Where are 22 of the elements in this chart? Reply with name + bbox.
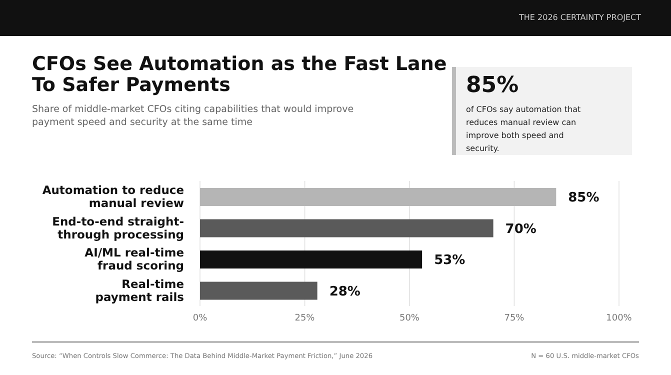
data-label: 53%	[434, 253, 466, 268]
text: of CFOs say automation that reduces manual review can improve both speed and security.	[466, 104, 582, 155]
y-tick-label: Automation to reduce manual review	[42, 183, 184, 210]
bar	[200, 188, 556, 206]
x-tick-label: 50%	[399, 313, 420, 324]
data-label: 70%	[505, 222, 536, 237]
y-tick-label: Real-time payment rails	[95, 276, 184, 304]
bar	[200, 219, 494, 238]
bar	[200, 250, 422, 268]
chart-title: CFOs See Automation as the Fast Lane To Safer Payments	[32, 53, 448, 96]
x-tick-label: 75%	[504, 313, 525, 324]
y-tick-label: End-to-end straight- through processing	[52, 214, 184, 242]
data-label: 28%	[329, 284, 360, 300]
data-label: 85%	[568, 190, 600, 206]
text: THE 2026 CERTAINTY PROJECT	[519, 13, 641, 22]
text: 85%	[466, 73, 519, 98]
chart-subtitle: Share of middle-market CFOs citing capabilities that would improve payment speed and security at the same time	[32, 104, 355, 129]
x-tick-label: 25%	[294, 313, 316, 324]
y-tick-label: AI/ML real-time fraud scoring	[84, 246, 184, 273]
x-tick-label: 0%	[192, 313, 208, 324]
bar	[200, 282, 318, 300]
x-tick-label: 100%	[606, 313, 632, 324]
